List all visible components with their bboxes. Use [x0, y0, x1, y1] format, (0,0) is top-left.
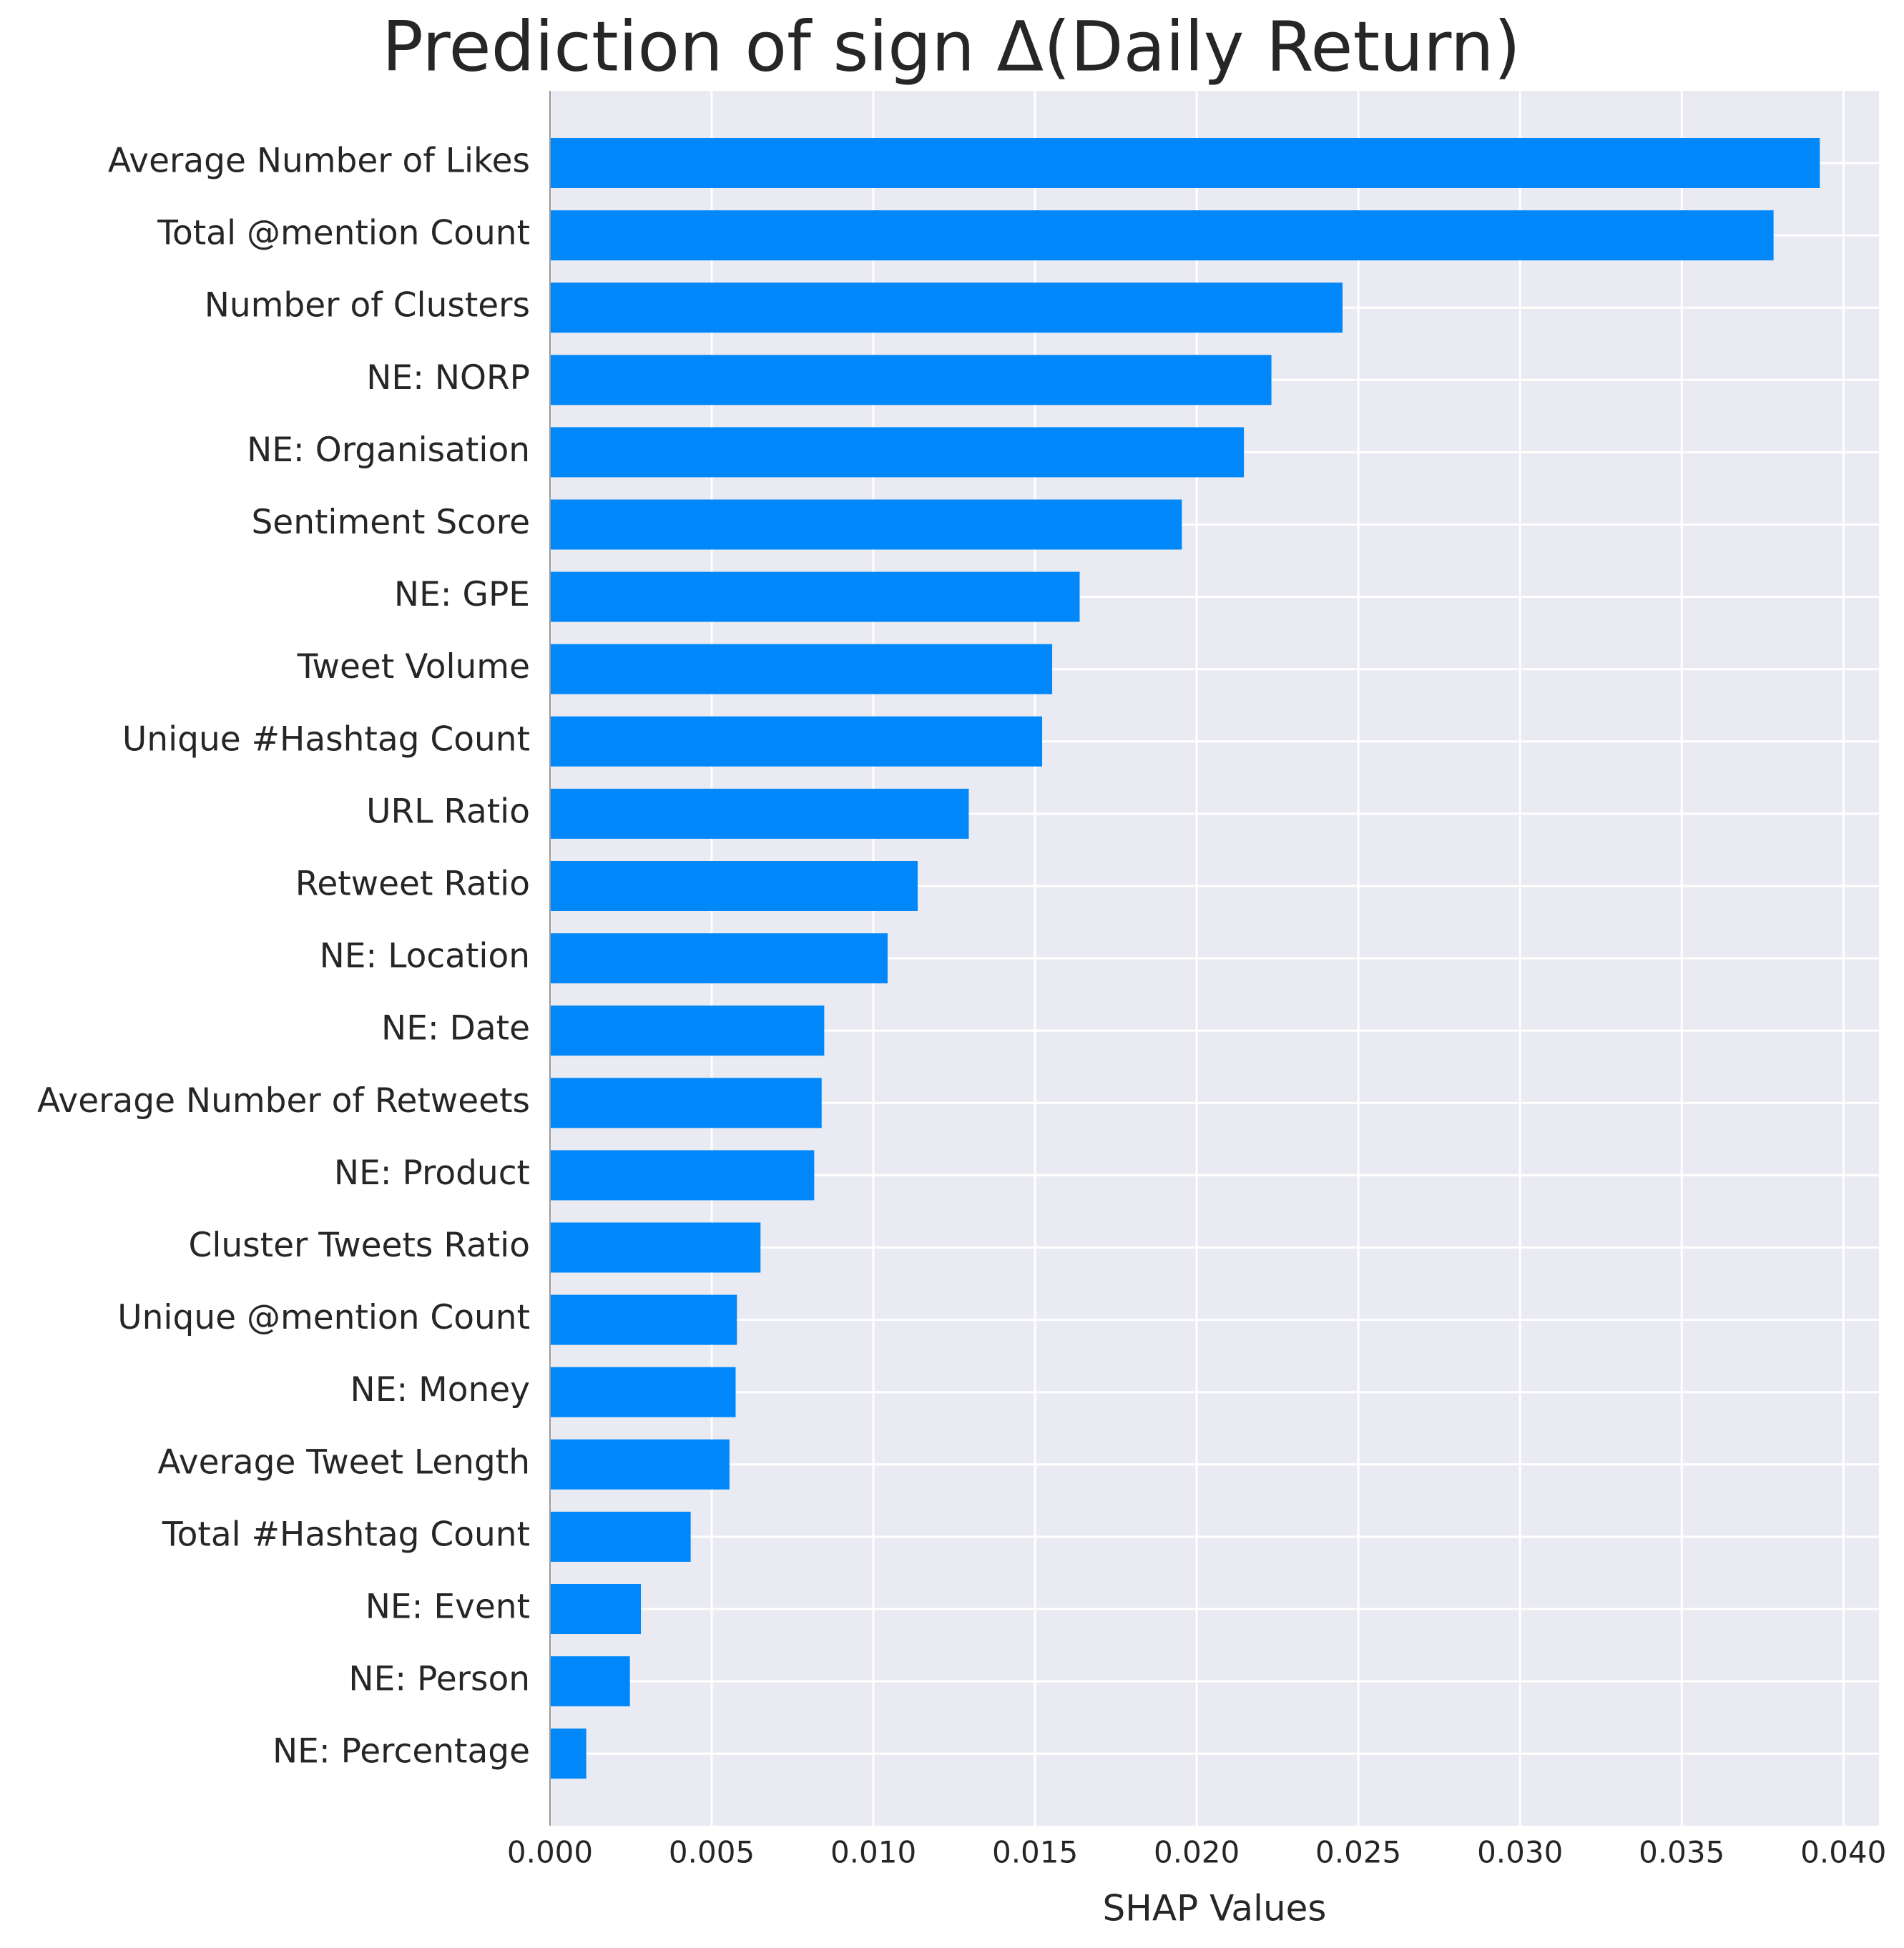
- bar: [550, 1367, 736, 1417]
- y-tick-label: NE: Product: [334, 1153, 530, 1193]
- bar: [550, 1005, 825, 1056]
- bar: [550, 1584, 642, 1634]
- x-tick-label: 0.025: [1315, 1835, 1401, 1870]
- bar: [550, 355, 1272, 405]
- y-tick-label: Cluster Tweets Ratio: [189, 1226, 530, 1265]
- x-tick-label: 0.035: [1639, 1835, 1724, 1870]
- bar: [550, 1294, 737, 1345]
- y-tick-label: NE: Location: [320, 937, 530, 976]
- bar: [550, 571, 1080, 622]
- x-tick-label: 0.005: [669, 1835, 755, 1870]
- x-tick-label: 0.020: [1154, 1835, 1240, 1870]
- bar: [550, 1078, 822, 1128]
- bar: [550, 1439, 730, 1490]
- y-tick-label: NE: Organisation: [247, 431, 530, 470]
- y-tick-label: NE: Person: [348, 1660, 530, 1699]
- bar: [550, 499, 1182, 550]
- y-tick-label: Total @mention Count: [157, 214, 530, 253]
- x-tick-label: 0.000: [507, 1835, 593, 1870]
- y-tick-label: Sentiment Score: [251, 503, 530, 542]
- y-tick-label: Total #Hashtag Count: [162, 1515, 530, 1554]
- bar: [550, 1656, 630, 1707]
- y-tick-label: NE: Money: [350, 1370, 530, 1410]
- y-tick-label: NE: Date: [381, 1009, 530, 1048]
- y-tick-label: NE: NORP: [366, 358, 530, 398]
- x-tick-label: 0.040: [1800, 1835, 1886, 1870]
- y-tick-label: Unique #Hashtag Count: [122, 719, 530, 759]
- bar: [550, 716, 1043, 767]
- bar: [550, 1511, 691, 1562]
- y-tick-label: URL Ratio: [366, 792, 530, 831]
- bar: [550, 427, 1245, 478]
- y-tick-label: Average Number of Retweets: [37, 1081, 530, 1121]
- y-tick-label: Number of Clusters: [205, 286, 530, 325]
- x-axis-label: SHAP Values: [1103, 1888, 1327, 1929]
- bar: [550, 1728, 587, 1779]
- y-tick-label: NE: Event: [365, 1588, 530, 1627]
- bar: [550, 933, 888, 984]
- y-tick-label: Tweet Volume: [297, 647, 530, 687]
- y-tick-label: Average Tweet Length: [157, 1442, 530, 1482]
- bar: [550, 788, 969, 839]
- y-tick-label: Average Number of Likes: [108, 142, 530, 181]
- bar: [550, 644, 1053, 694]
- y-tick-label: NE: Percentage: [273, 1732, 530, 1771]
- bar: [550, 210, 1774, 261]
- x-tick-label: 0.010: [830, 1835, 916, 1870]
- bar: [550, 282, 1343, 333]
- bar: [550, 1222, 761, 1273]
- y-tick-label: NE: GPE: [394, 575, 530, 614]
- chart-title: Prediction of sign Δ(Daily Return): [382, 6, 1521, 87]
- bar: [550, 1150, 815, 1201]
- x-tick-label: 0.015: [992, 1835, 1078, 1870]
- bar: [550, 138, 1820, 188]
- bar: [550, 861, 918, 911]
- y-tick-label: Unique @mention Count: [117, 1298, 530, 1337]
- y-tick-label: Retweet Ratio: [295, 865, 530, 904]
- x-tick-label: 0.030: [1477, 1835, 1563, 1870]
